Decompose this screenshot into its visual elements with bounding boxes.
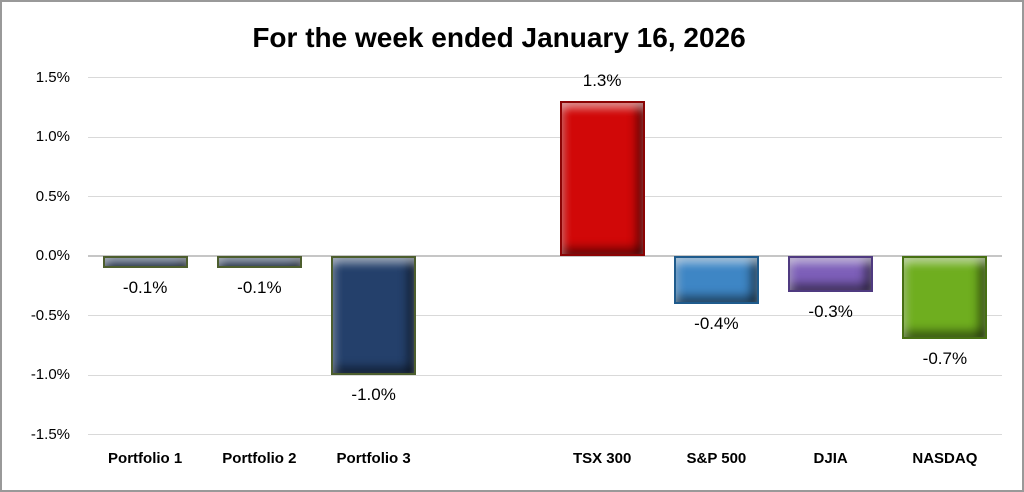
y-tick-label: -1.0%: [30, 366, 70, 383]
bar-tsx-300: [559, 101, 645, 256]
chart-title: For the week ended January 16, 2026: [252, 22, 746, 53]
gridline: [88, 374, 1002, 376]
category-label-tsx-300: TSX 300: [572, 450, 632, 467]
bar-value-label: -0.7%: [922, 349, 968, 369]
gridline: [88, 255, 1002, 257]
category-label-portfolio-2: Portfolio 2: [222, 450, 297, 467]
bar-portfolio-1: [102, 256, 188, 268]
y-tick-label: 0.5%: [35, 187, 70, 205]
y-tick-label: 1.0%: [35, 128, 70, 145]
category-label-portfolio-3: Portfolio 3: [336, 450, 411, 467]
y-tick-label: -0.5%: [30, 306, 70, 324]
category-label-s-p-500: S&P 500: [686, 450, 747, 467]
gridline: [88, 434, 1002, 435]
gridline: [88, 77, 1002, 78]
gridline: [88, 196, 1002, 197]
y-tick-label: 1.5%: [35, 68, 70, 86]
bar-value-label: -0.3%: [808, 301, 853, 321]
category-label-nasdaq: NASDAQ: [912, 450, 978, 467]
bar-portfolio-3: [331, 256, 417, 375]
bar-value-label: -1.0%: [351, 385, 396, 404]
gridline: [88, 315, 1002, 316]
bar-portfolio-2: [216, 256, 302, 268]
bar-value-label: -0.1%: [237, 277, 282, 297]
bar-nasdaq: [902, 256, 988, 340]
bar-djia: [788, 256, 874, 292]
y-tick-label: 0.0%: [35, 247, 70, 264]
bar-value-label: 1.3%: [582, 71, 622, 91]
bar-value-label: -0.1%: [122, 277, 168, 297]
y-tick-label: -1.5%: [30, 425, 70, 443]
category-label-portfolio-1: Portfolio 1: [108, 450, 183, 467]
category-label-djia: DJIA: [813, 450, 848, 467]
bar-s-p-500: [673, 256, 759, 304]
bar-value-label: -0.4%: [694, 313, 739, 333]
gridline: [88, 136, 1002, 138]
